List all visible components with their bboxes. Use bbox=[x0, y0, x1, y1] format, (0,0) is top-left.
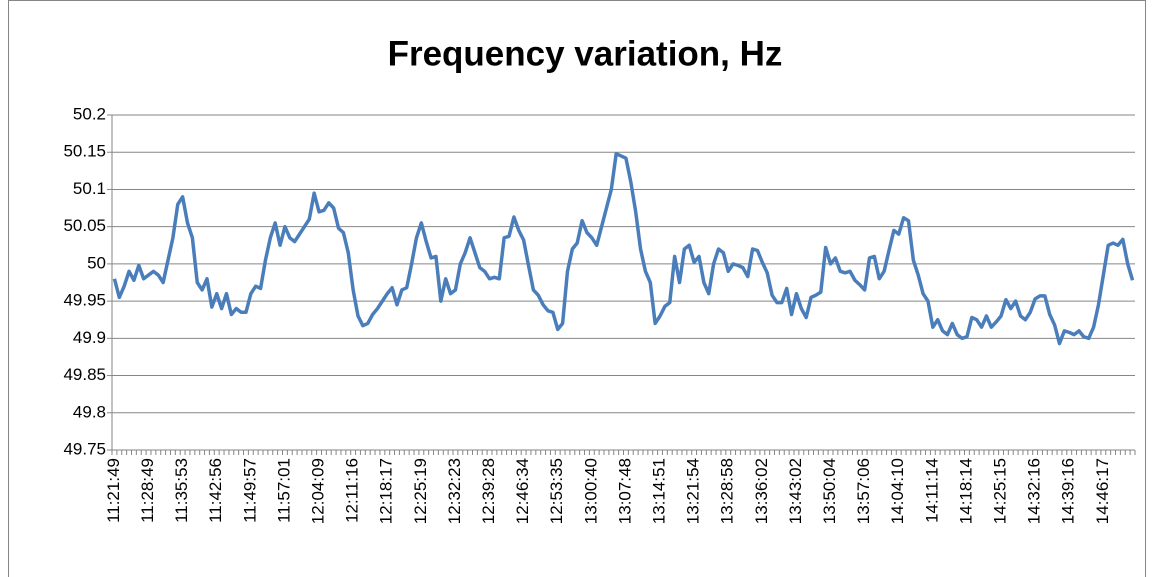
x-tick-label: 13:14:51 bbox=[650, 458, 669, 524]
x-tick-label: 14:18:14 bbox=[956, 458, 975, 524]
y-tick-label: 49.95 bbox=[63, 291, 106, 310]
x-tick-label: 14:25:15 bbox=[991, 458, 1010, 524]
y-tick-label: 50.1 bbox=[73, 179, 106, 198]
x-tick-label: 13:50:04 bbox=[820, 458, 839, 524]
x-tick-label: 12:46:34 bbox=[513, 458, 532, 524]
x-tick-label: 13:57:06 bbox=[854, 458, 873, 524]
x-tick-label: 14:11:14 bbox=[922, 458, 941, 523]
y-tick-label: 49.75 bbox=[63, 439, 106, 458]
x-tick-label: 12:18:17 bbox=[377, 458, 396, 524]
y-tick-label: 49.85 bbox=[63, 365, 106, 384]
x-tick-label: 11:21:49 bbox=[104, 458, 123, 523]
x-tick-label: 13:36:02 bbox=[752, 458, 771, 524]
x-tick-label: 12:04:09 bbox=[309, 458, 328, 524]
x-tick-label: 12:11:16 bbox=[343, 458, 362, 523]
y-tick-label: 50.15 bbox=[63, 142, 106, 161]
x-tick-label: 11:57:01 bbox=[274, 458, 293, 523]
x-tick-label: 14:39:16 bbox=[1059, 458, 1078, 524]
x-tick-label: 12:53:35 bbox=[547, 458, 566, 524]
x-tick-label: 11:42:56 bbox=[206, 458, 225, 523]
y-tick-label: 50 bbox=[87, 253, 106, 272]
x-tick-label: 13:07:48 bbox=[615, 458, 634, 524]
x-tick-label: 13:21:54 bbox=[684, 458, 703, 524]
x-tick-label: 13:43:02 bbox=[786, 458, 805, 524]
x-tick-label: 14:04:10 bbox=[888, 458, 907, 524]
chart-title: Frequency variation, Hz bbox=[388, 34, 783, 73]
x-tick-label: 12:25:19 bbox=[411, 458, 430, 524]
x-tick-label: 14:32:16 bbox=[1025, 458, 1044, 524]
y-tick-label: 49.8 bbox=[73, 402, 106, 421]
x-tick-label: 12:39:28 bbox=[479, 458, 498, 524]
data-line bbox=[112, 151, 1135, 346]
x-tick-label: 13:28:58 bbox=[718, 458, 737, 524]
x-tick-label: 11:49:57 bbox=[240, 458, 259, 523]
y-tick-label: 50.05 bbox=[63, 216, 106, 235]
y-tick-label: 49.9 bbox=[73, 328, 106, 347]
x-tick-label: 13:00:40 bbox=[581, 458, 600, 524]
chart-frame bbox=[8, 0, 1146, 577]
x-tick-label: 14:46:17 bbox=[1093, 458, 1112, 524]
x-tick-label: 11:28:49 bbox=[138, 458, 157, 523]
x-tick-label: 11:35:53 bbox=[172, 458, 191, 523]
y-tick-label: 50.2 bbox=[73, 104, 106, 123]
x-tick-label: 12:32:23 bbox=[445, 458, 464, 524]
